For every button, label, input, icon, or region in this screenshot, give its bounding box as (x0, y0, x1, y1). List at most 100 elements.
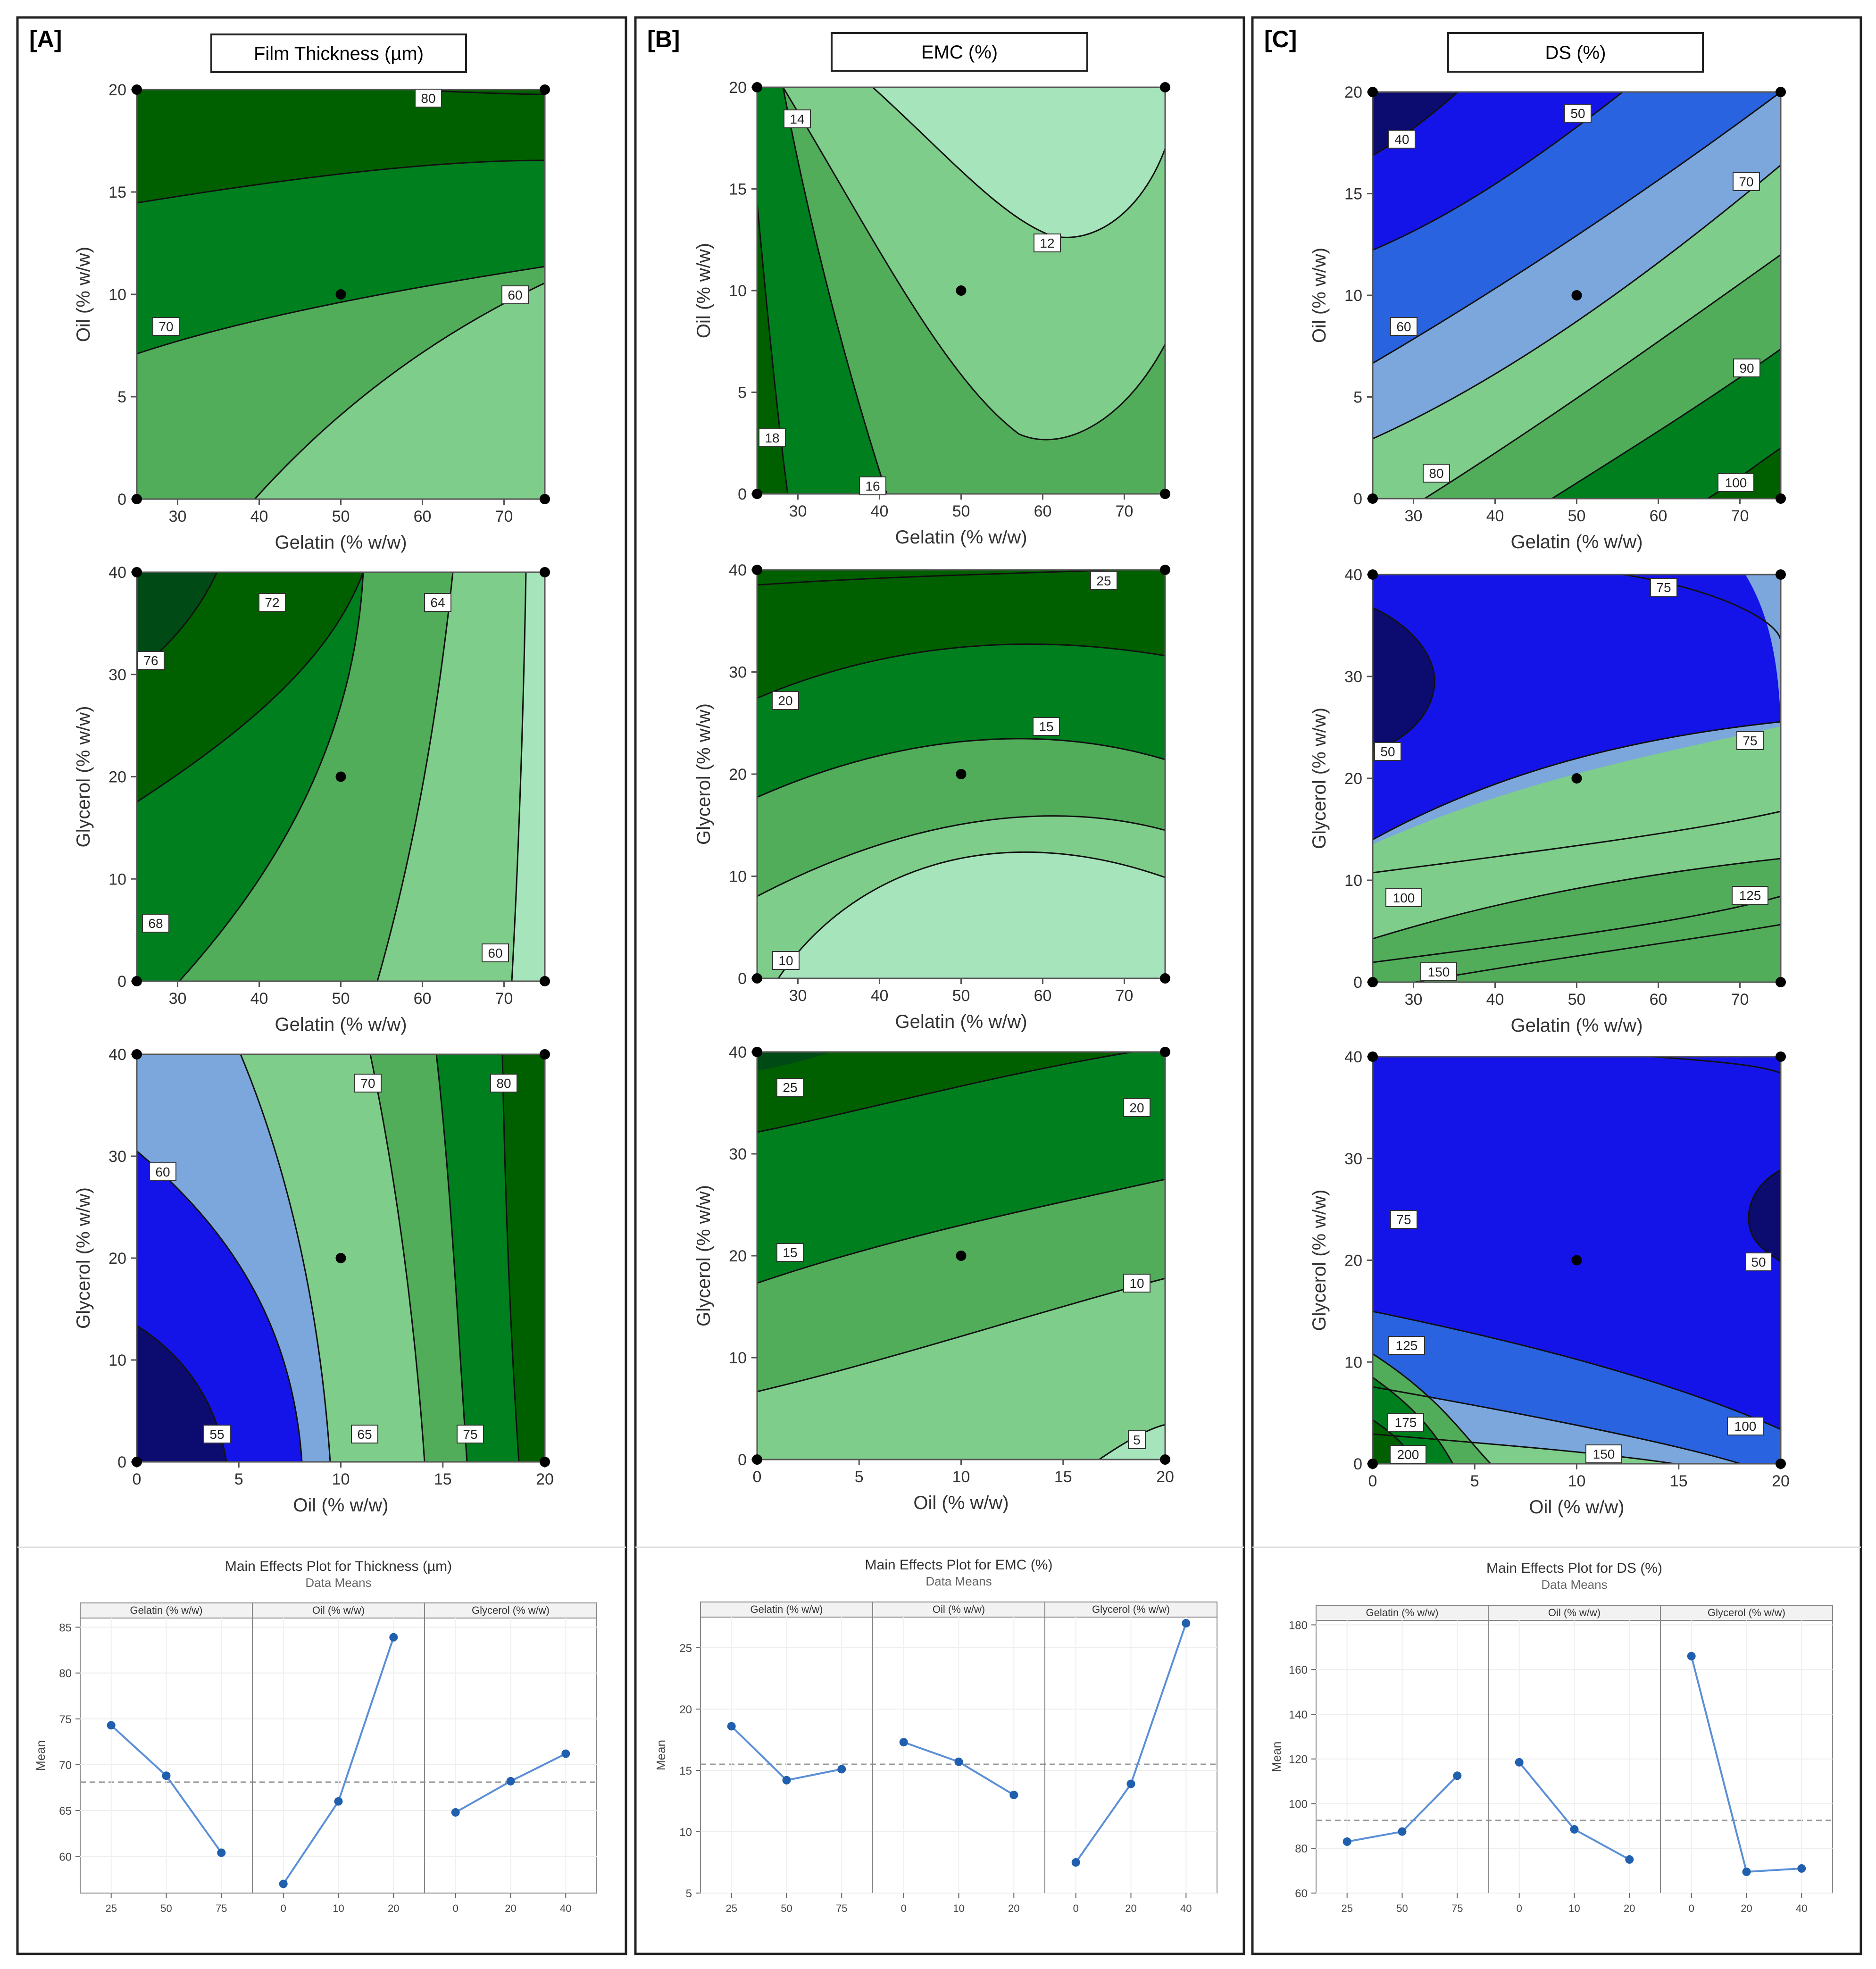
y-tick-label: 40 (729, 1043, 747, 1061)
x-axis-label: Gelatin (% w/w) (895, 1011, 1027, 1032)
x-tick-label: 0 (1689, 1902, 1694, 1914)
y-axis-label: Mean (654, 1740, 668, 1770)
contour-label-box (1718, 473, 1754, 492)
center-point (956, 1251, 967, 1261)
panel-c-label: [C] (1264, 26, 1297, 52)
x-tick-label: 40 (250, 990, 268, 1008)
x-tick-label: 10 (952, 1468, 970, 1486)
x-tick-label: 60 (414, 508, 432, 526)
x-axis-label: Gelatin (% w/w) (275, 1014, 407, 1035)
contour-label-box (152, 317, 180, 336)
contour-label: 14 (790, 112, 804, 126)
y-tick-label: 120 (1289, 1753, 1308, 1766)
x-tick-label: 50 (781, 1902, 792, 1914)
y-tick-label: 0 (1353, 974, 1362, 992)
y-tick-label: 60 (1295, 1887, 1308, 1900)
x-tick-label: 30 (789, 502, 807, 520)
contour-label: 80 (496, 1076, 511, 1091)
y-tick-label: 0 (738, 1451, 747, 1469)
contour-label-box (1388, 1336, 1425, 1355)
x-tick-label: 5 (234, 1470, 243, 1488)
contour-label: 100 (1734, 1419, 1757, 1434)
contour-label: 175 (1395, 1415, 1417, 1430)
design-point (132, 1049, 142, 1060)
effect-point (279, 1879, 288, 1888)
x-tick-label: 20 (1772, 1472, 1790, 1490)
group-header-label: Glycerol (% w/w) (1708, 1607, 1785, 1619)
y-tick-label: 60 (59, 1851, 72, 1863)
center-point (335, 289, 346, 300)
x-tick-label: 0 (1073, 1902, 1079, 1914)
contour-label: 50 (1570, 106, 1585, 121)
y-tick-label: 15 (679, 1765, 692, 1777)
x-tick-label: 10 (332, 1470, 350, 1488)
y-tick-label: 20 (729, 1247, 747, 1265)
x-tick-label: 50 (952, 987, 970, 1005)
contour-b3 (757, 1051, 1166, 1460)
effect-point (1342, 1837, 1351, 1846)
x-axis-label: Gelatin (% w/w) (1510, 1015, 1643, 1036)
contour-label: 55 (209, 1427, 224, 1442)
x-tick-label: 75 (836, 1902, 847, 1914)
effect-point (1742, 1867, 1751, 1876)
x-tick-label: 40 (871, 987, 889, 1005)
contour-label-box (1034, 234, 1061, 252)
group-header-label: Gelatin (% w/w) (130, 1604, 202, 1616)
contour-label-box (351, 1425, 378, 1443)
design-point (540, 1049, 550, 1060)
x-tick-label: 30 (169, 508, 187, 526)
x-tick-label: 70 (1731, 991, 1749, 1009)
contour-label-box (424, 593, 451, 612)
x-tick-label: 75 (216, 1902, 227, 1914)
y-tick-label: 30 (1344, 1150, 1362, 1168)
group-header-label: Gelatin (% w/w) (750, 1603, 823, 1615)
y-tick-label: 10 (1344, 872, 1362, 890)
design-point (752, 489, 762, 499)
design-point (752, 973, 762, 984)
contour-label: 150 (1428, 965, 1450, 979)
contour-label: 16 (865, 479, 880, 493)
contour-label: 70 (1739, 175, 1753, 189)
design-point (540, 976, 550, 986)
panel-a-title: Film Thickness (µm) (254, 43, 424, 64)
y-axis-label: Glycerol (% w/w) (693, 703, 714, 845)
contour-label: 20 (778, 693, 792, 708)
design-point (540, 84, 550, 95)
contour-label-box (1385, 888, 1422, 907)
x-axis-label: Gelatin (% w/w) (275, 532, 407, 553)
x-tick-label: 60 (1034, 987, 1052, 1005)
design-point (1776, 569, 1786, 580)
effect-point (954, 1757, 963, 1766)
contour-label-box (1420, 962, 1457, 981)
contour-label-box (490, 1074, 517, 1093)
x-tick-label: 75 (1451, 1902, 1463, 1914)
x-tick-label: 40 (560, 1902, 571, 1914)
x-axis-label: Gelatin (% w/w) (895, 527, 1027, 548)
contour-label: 50 (1751, 1255, 1766, 1269)
design-point (1776, 1459, 1786, 1469)
y-tick-label: 30 (108, 1148, 126, 1166)
panel-a-title-box (210, 33, 467, 73)
x-tick-label: 20 (1624, 1902, 1635, 1914)
x-tick-label: 0 (1517, 1902, 1522, 1914)
y-tick-label: 0 (1353, 1455, 1362, 1473)
group-header (424, 1602, 597, 1619)
contour-label-box (1033, 717, 1060, 736)
y-tick-label: 40 (1344, 1048, 1362, 1066)
main-effects-plot-b: Main Effects Plot for EMC (%)Data Means 5… (654, 1557, 1217, 1914)
contour-label: 68 (148, 916, 163, 931)
effect-point (334, 1797, 343, 1806)
x-tick-label: 5 (855, 1468, 864, 1486)
contour-label: 18 (765, 431, 779, 445)
design-point (1367, 1051, 1378, 1062)
x-tick-label: 50 (952, 502, 970, 520)
contour-label-box (1128, 1430, 1146, 1449)
x-tick-label: 20 (1156, 1468, 1174, 1486)
main-effects-subtitle: Data Means (1541, 1577, 1607, 1592)
design-point (1776, 493, 1786, 504)
contour-label-box (1585, 1444, 1622, 1463)
contour-label-box (1423, 464, 1450, 483)
contour-label: 90 (1739, 361, 1754, 375)
contour-label: 125 (1396, 1338, 1418, 1353)
effect-point (727, 1722, 736, 1731)
